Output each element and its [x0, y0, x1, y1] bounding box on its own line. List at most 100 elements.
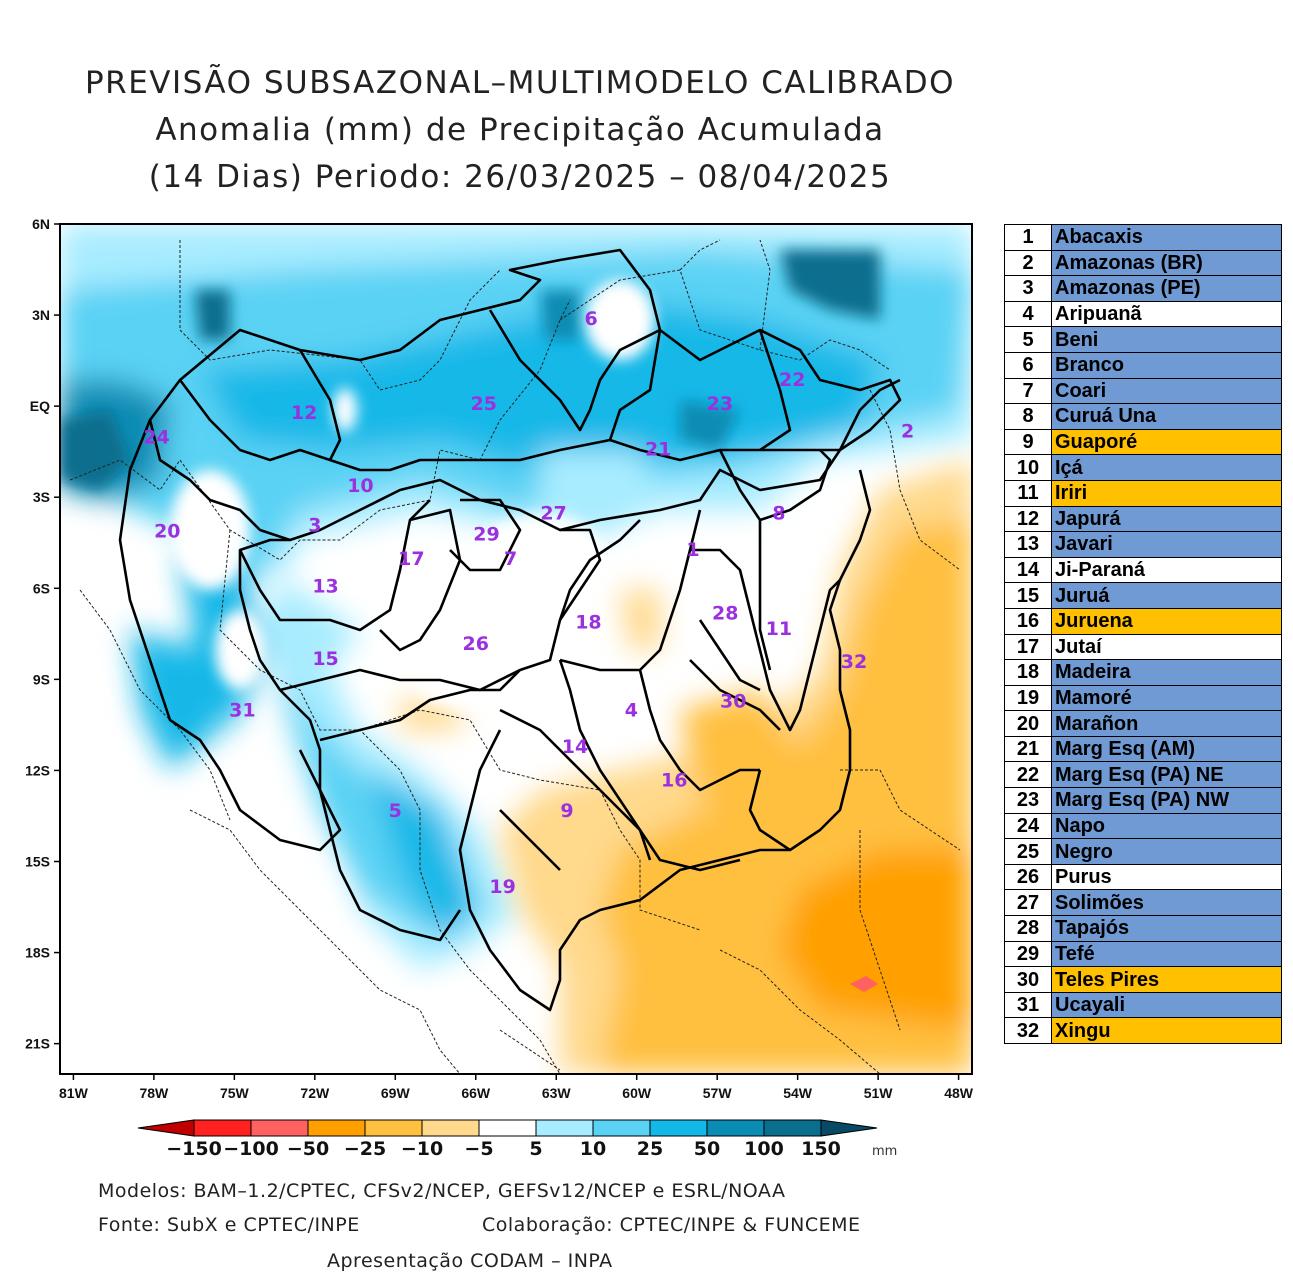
legend-basin-name: Curuá Una	[1051, 403, 1282, 430]
legend-basin-number: 12	[1004, 505, 1052, 533]
lat-tick-label: 12S	[25, 762, 50, 778]
legend-basin-name: Teles Pires	[1051, 966, 1282, 993]
legend-row: 4 Aripuanã	[1004, 300, 1282, 328]
legend-basin-name: Purus	[1051, 863, 1282, 891]
basin-number-label: 32	[841, 651, 867, 673]
legend-basin-number: 29	[1004, 940, 1052, 968]
basin-number-label: 14	[562, 736, 588, 758]
basin-number-label: 4	[625, 700, 638, 722]
basin-number-label: 30	[720, 691, 746, 713]
legend-basin-number: 1	[1004, 224, 1052, 251]
legend-basin-name: Marg Esq (PA) NW	[1051, 787, 1282, 814]
footer-models: Modelos: BAM–1.2/CPTEC, CFSv2/NCEP, GEFS…	[98, 1180, 786, 1202]
legend-basin-name: Amazonas (BR)	[1051, 249, 1282, 277]
precipitation-anomaly-map: 6N 3N EQ 3S 6S 9S 12S 15S 18S 21S 81W 78W 75W 72W 69W…	[25, 216, 974, 1100]
colorbar-tick-label: −10	[400, 1138, 444, 1160]
lon-tick-label: 81W	[59, 1085, 89, 1100]
colorbar-tick-label: 150	[801, 1138, 841, 1160]
legend-row: 30 Teles Pires	[1004, 966, 1282, 993]
legend-basin-number: 18	[1004, 659, 1052, 686]
footer-collaboration: Colaboração: CPTEC/INPE & FUNCEME	[482, 1214, 861, 1236]
legend-basin-number: 5	[1004, 326, 1052, 353]
colorbar-max-arrow	[820, 1119, 878, 1137]
legend-basin-name: Mamoré	[1051, 684, 1282, 712]
basin-legend-table: 1 Abacaxis 2 Amazonas (BR) 3 Amazonas (PE) 4 Ar…	[1004, 224, 1282, 1044]
anomaly-field	[60, 224, 972, 1074]
legend-row: 26 Purus	[1004, 863, 1282, 891]
legend-row: 13 Javari	[1004, 531, 1282, 558]
legend-basin-number: 7	[1004, 377, 1052, 405]
colorbar-tick-label: −50	[286, 1138, 330, 1160]
title-line-1: PREVISÃO SUBSAZONAL–MULTIMODELO CALIBRAD…	[84, 65, 956, 101]
basin-number-label: 17	[398, 548, 424, 570]
footer-source: Fonte: SubX e CPTEC/INPE	[98, 1214, 360, 1236]
legend-basin-name: Solimões	[1051, 889, 1282, 917]
basin-number-label: 8	[772, 502, 785, 524]
legend-basin-name: Ji-Paraná	[1051, 556, 1282, 584]
legend-row: 17 Jutaí	[1004, 633, 1282, 661]
colorbar-tick-label: 50	[693, 1138, 721, 1160]
legend-basin-name: Javari	[1051, 531, 1282, 558]
legend-basin-number: 2	[1004, 249, 1052, 277]
legend-basin-name: Juruena	[1051, 607, 1282, 635]
basin-number-label: 23	[707, 393, 733, 415]
legend-basin-name: Aripuanã	[1051, 300, 1282, 328]
legend-basin-name: Negro	[1051, 838, 1282, 865]
legend-row: 25 Negro	[1004, 838, 1282, 865]
basin-number-label: 1	[686, 539, 699, 561]
legend-row: 6 Branco	[1004, 351, 1282, 379]
lon-tick-label: 51W	[864, 1085, 894, 1100]
legend-basin-number: 14	[1004, 556, 1052, 584]
basin-number-label: 12	[291, 402, 317, 424]
legend-basin-number: 21	[1004, 735, 1052, 763]
legend-basin-number: 17	[1004, 633, 1052, 661]
legend-row: 18 Madeira	[1004, 659, 1282, 686]
legend-basin-number: 8	[1004, 403, 1052, 430]
legend-basin-name: Guaporé	[1051, 428, 1282, 456]
lon-tick-label: 69W	[381, 1085, 411, 1100]
legend-row: 29 Tefé	[1004, 940, 1282, 968]
legend-basin-name: Xingu	[1051, 1017, 1282, 1044]
country-borders	[69, 239, 961, 1074]
legend-row: 8 Curuá Una	[1004, 403, 1282, 430]
lat-tick-label: 3N	[32, 307, 50, 323]
legend-row: 28 Tapajós	[1004, 915, 1282, 942]
colorbar-cell	[706, 1119, 765, 1137]
legend-basin-number: 22	[1004, 761, 1052, 789]
legend-basin-number: 28	[1004, 915, 1052, 942]
basin-number-label: 3	[308, 515, 321, 537]
colorbar-cell	[193, 1119, 252, 1137]
colorbar-cell	[478, 1119, 537, 1137]
legend-basin-name: Tefé	[1051, 940, 1282, 968]
legend-basin-number: 27	[1004, 889, 1052, 917]
lon-tick-label: 66W	[461, 1085, 491, 1100]
latitude-axis: 6N 3N EQ 3S 6S 9S 12S 15S 18S 21S	[25, 216, 60, 1052]
colorbar-tick-label: 5	[529, 1138, 543, 1160]
title-line-3: (14 Dias) Periodo: 26/03/2025 – 08/04/20…	[148, 159, 892, 195]
lat-tick-label: 6S	[33, 580, 50, 596]
legend-row: 15 Juruá	[1004, 582, 1282, 609]
legend-basin-name: Marg Esq (AM)	[1051, 735, 1282, 763]
colorbar-cell	[250, 1119, 309, 1137]
basin-number-label: 18	[575, 612, 601, 634]
colorbar-cell	[421, 1119, 480, 1137]
basin-number-label: 31	[229, 700, 255, 722]
legend-basin-name: Içá	[1051, 454, 1282, 481]
colorbar-cell	[592, 1119, 651, 1137]
legend-basin-number: 31	[1004, 991, 1052, 1019]
lat-tick-label: 3S	[33, 489, 50, 505]
colorbar-tick-label: −100	[223, 1138, 279, 1160]
legend-row: 1 Abacaxis	[1004, 224, 1282, 251]
legend-row: 24 Napo	[1004, 812, 1282, 840]
legend-basin-number: 6	[1004, 351, 1052, 379]
lon-tick-label: 60W	[622, 1085, 652, 1100]
colorbar-tick-label: 25	[636, 1138, 664, 1160]
legend-row: 14 Ji-Paraná	[1004, 556, 1282, 584]
legend-basin-number: 3	[1004, 275, 1052, 302]
legend-basin-name: Juruá	[1051, 582, 1282, 609]
legend-basin-name: Jutaí	[1051, 633, 1282, 661]
colorbar-unit: mm	[872, 1144, 898, 1159]
legend-row: 5 Beni	[1004, 326, 1282, 353]
lat-tick-label: 15S	[25, 854, 50, 870]
legend-basin-number: 19	[1004, 684, 1052, 712]
